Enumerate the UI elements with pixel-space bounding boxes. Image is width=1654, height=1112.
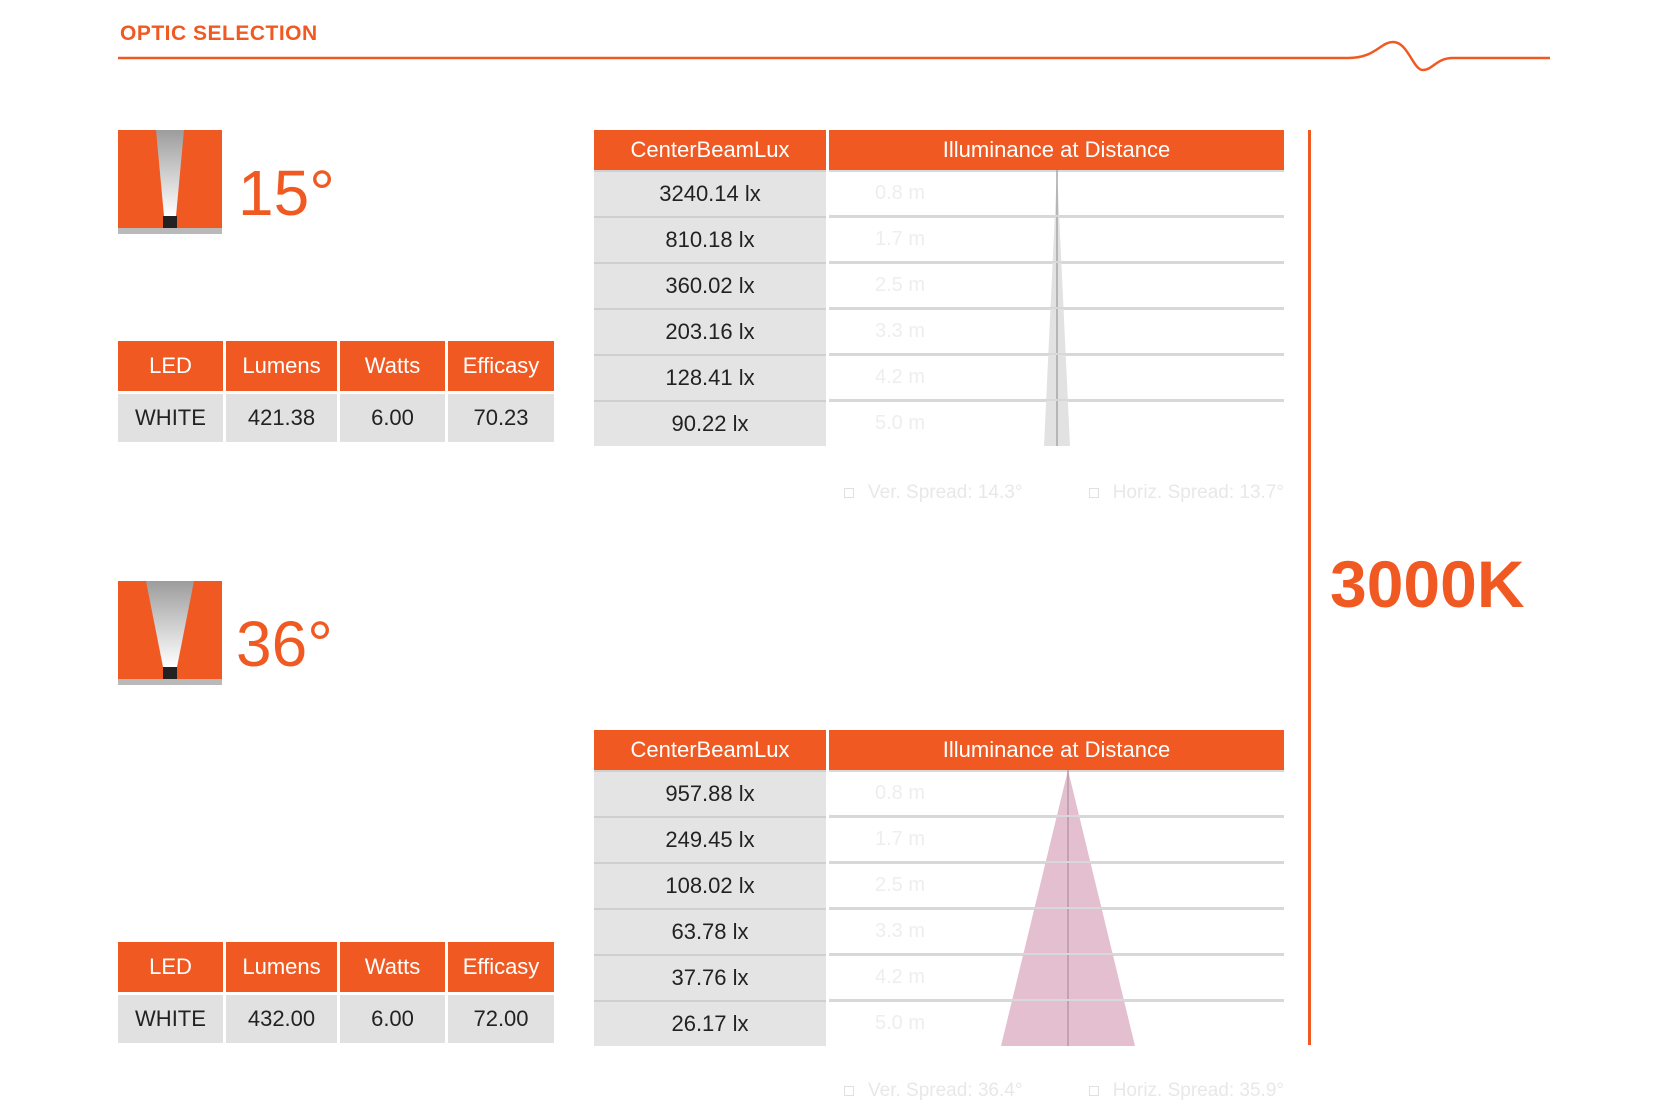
ver-spread: Ver. Spread: 14.3°	[868, 482, 1023, 503]
lumens-value: 421.38	[226, 394, 337, 442]
ver-spread-icon	[844, 488, 854, 498]
ver-spread-icon	[844, 1086, 854, 1096]
watts-col-header: Watts	[340, 341, 445, 391]
distance-label: 3.3 m	[875, 920, 926, 942]
lux-value: 108.02 lx	[594, 862, 826, 908]
hor-spread-icon	[1088, 488, 1099, 498]
led-value: WHITE	[118, 995, 223, 1043]
table-row: 26.17 lx 5.0 m	[594, 1000, 1284, 1046]
hor-spread-icon	[1088, 1086, 1099, 1096]
lux-value: 90.22 lx	[594, 400, 826, 446]
led-col-header: LED	[118, 341, 223, 391]
distance-label: 2.5 m	[875, 874, 926, 896]
table-row: 957.88 lx 0.8 m	[594, 770, 1284, 816]
distance-label: 1.7 m	[875, 828, 926, 850]
lux-value: 360.02 lx	[594, 262, 826, 308]
lumens-col-header: Lumens	[226, 341, 337, 391]
watts-col-header: Watts	[340, 942, 445, 992]
led-value: WHITE	[118, 394, 223, 442]
lux-value: 26.17 lx	[594, 1000, 826, 1046]
lumens-value: 432.00	[226, 995, 337, 1043]
efficasy-col-header: Efficasy	[448, 341, 554, 391]
optic-36-beam-cone	[829, 770, 1284, 1046]
lux-value: 3240.14 lx	[594, 170, 826, 216]
watts-value: 6.00	[340, 995, 445, 1043]
optic-36-angle: 36°	[236, 608, 333, 680]
table-row: 128.41 lx 4.2 m	[594, 354, 1284, 400]
optic-15-icon	[118, 130, 222, 234]
optic-36-icon	[118, 581, 222, 685]
lux-value: 810.18 lx	[594, 216, 826, 262]
distance-label: 5.0 m	[875, 1012, 926, 1034]
optic-15-angle: 15°	[238, 157, 335, 229]
cct-label: 3000K	[1330, 547, 1525, 621]
optic-15-beam-cone	[829, 170, 1284, 446]
hor-spread: Horiz. Spread: 13.7°	[1112, 482, 1284, 503]
lux-value: 37.76 lx	[594, 954, 826, 1000]
distance-label: 3.3 m	[875, 320, 926, 342]
illuminance-header: Illuminance at Distance	[829, 730, 1284, 770]
table-row: 63.78 lx 3.3 m	[594, 908, 1284, 954]
watts-value: 6.00	[340, 394, 445, 442]
table-row: 37.76 lx 4.2 m	[594, 954, 1284, 1000]
optic-15-led-table: LED Lumens Watts Efficasy WHITE 421.38 6…	[118, 341, 554, 442]
hor-spread: Horiz. Spread: 35.9°	[1112, 1080, 1284, 1101]
distance-label: 1.7 m	[875, 228, 926, 250]
centerbeamlux-header: CenterBeamLux	[594, 130, 826, 170]
optic-36-led-table: LED Lumens Watts Efficasy WHITE 432.00 6…	[118, 942, 554, 1043]
efficasy-value: 72.00	[448, 995, 554, 1043]
lux-value: 957.88 lx	[594, 770, 826, 816]
distance-label: 4.2 m	[875, 966, 926, 988]
distance-label: 5.0 m	[875, 412, 926, 434]
ver-spread: Ver. Spread: 36.4°	[868, 1080, 1023, 1101]
lux-value: 249.45 lx	[594, 816, 826, 862]
lumens-col-header: Lumens	[226, 942, 337, 992]
lux-value: 203.16 lx	[594, 308, 826, 354]
distance-label: 2.5 m	[875, 274, 926, 296]
efficasy-value: 70.23	[448, 394, 554, 442]
lux-value: 128.41 lx	[594, 354, 826, 400]
optic-15-illuminance-table: CenterBeamLux Illuminance at Distance 32…	[594, 130, 1284, 508]
header-wave-line	[118, 40, 1550, 72]
page-title: OPTIC SELECTION	[120, 22, 318, 45]
lux-value: 63.78 lx	[594, 908, 826, 954]
efficasy-col-header: Efficasy	[448, 942, 554, 992]
optic-36-illuminance-table: CenterBeamLux Illuminance at Distance 95…	[594, 730, 1284, 1106]
distance-label: 0.8 m	[875, 182, 926, 204]
distance-label: 0.8 m	[875, 782, 926, 804]
illuminance-header: Illuminance at Distance	[829, 130, 1284, 170]
distance-label: 4.2 m	[875, 366, 926, 388]
cct-divider	[1308, 130, 1311, 1045]
led-col-header: LED	[118, 942, 223, 992]
centerbeamlux-header: CenterBeamLux	[594, 730, 826, 770]
